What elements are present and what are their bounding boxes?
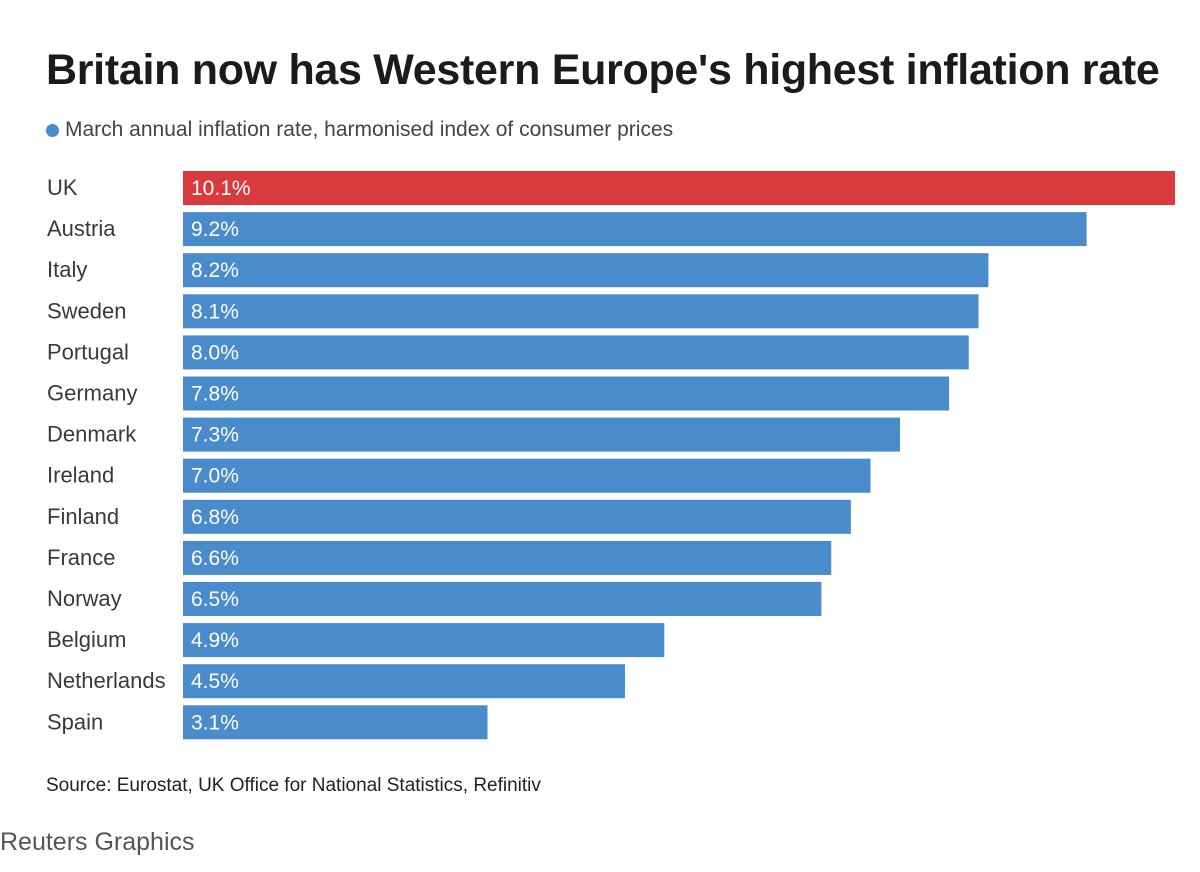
value-label: 3.1% (191, 711, 239, 734)
value-label: 6.8% (191, 506, 239, 529)
legend-dot-icon (46, 123, 59, 137)
value-label: 8.2% (191, 259, 239, 282)
value-label: 7.8% (191, 383, 239, 406)
category-label: France (47, 545, 115, 570)
bar-norway (183, 582, 822, 616)
bar-austria (183, 212, 1087, 247)
category-label: Finland (47, 504, 119, 529)
bar-ireland (183, 458, 871, 493)
bar-netherlands (183, 664, 625, 699)
category-label: Portugal (47, 339, 129, 364)
legend-label: March annual inflation rate, harmonised … (65, 118, 674, 141)
bar-denmark (183, 417, 900, 452)
value-label: 9.2% (191, 218, 239, 241)
category-label: Norway (47, 586, 122, 611)
value-label: 4.9% (191, 629, 239, 652)
category-label: Austria (47, 216, 116, 241)
chart-title: Britain now has Western Europe's highest… (46, 46, 1160, 94)
category-label: Denmark (47, 422, 137, 447)
bar-finland (183, 499, 851, 534)
value-label: 4.5% (191, 670, 239, 693)
category-label: Belgium (47, 627, 126, 652)
bar-belgium (183, 623, 665, 658)
bar-france (183, 540, 832, 575)
source-note: Source: Eurostat, UK Office for National… (46, 775, 541, 796)
category-label: Ireland (47, 463, 114, 488)
category-label: UK (47, 175, 78, 200)
value-label: 10.1% (191, 177, 251, 200)
bar-italy (183, 253, 989, 288)
category-label: Netherlands (47, 668, 166, 693)
bar-portugal (183, 335, 969, 370)
value-label: 7.0% (191, 465, 239, 488)
legend: March annual inflation rate, harmonised … (46, 118, 673, 142)
category-label: Italy (47, 257, 87, 282)
category-label: Germany (47, 381, 137, 406)
bar-uk (183, 171, 1175, 205)
value-label: 8.1% (191, 300, 239, 323)
category-label: Sweden (47, 298, 127, 323)
value-label: 6.6% (191, 547, 239, 570)
bar-spain (183, 705, 488, 740)
value-label: 7.3% (191, 424, 239, 447)
category-label: Spain (47, 709, 103, 734)
value-label: 6.5% (191, 588, 239, 611)
bar-germany (183, 376, 950, 411)
value-label: 8.0% (191, 341, 239, 364)
credit-logo: Reuters Graphics (0, 828, 195, 856)
bar-sweden (183, 294, 979, 329)
